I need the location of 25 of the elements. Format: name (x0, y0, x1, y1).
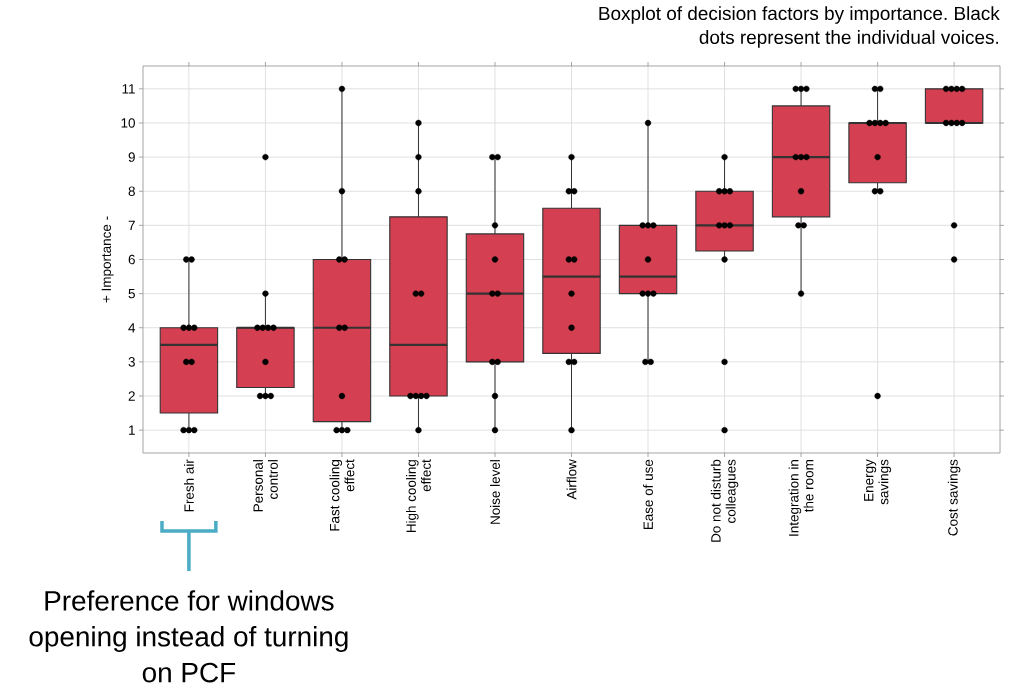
y-tick-label: 5 (128, 288, 135, 299)
x-tick-label: Energy savings (864, 459, 892, 505)
x-tick-label: Airflow (566, 459, 577, 500)
x-tick-label: Integration in the room (788, 460, 814, 536)
y-tick-label: 11 (122, 84, 135, 94)
y-axis-title: + Importance - (101, 216, 114, 303)
y-tick-label: 8 (128, 186, 135, 196)
x-tick-label: Cost savings (947, 459, 961, 536)
text: Preference for windows opening instead of turning on PCF (29, 590, 348, 683)
x-tick-label: Personal control (253, 460, 278, 512)
x-tick-label: Do not disturb colleagues (710, 459, 739, 542)
y-tick-label: 1 (129, 425, 135, 435)
y-tick-label: 10 (121, 118, 135, 128)
x-tick-label: Ease of use (643, 459, 653, 530)
y-tick-label: 6 (128, 254, 135, 265)
x-tick-label: High cooling effect (406, 459, 431, 533)
chart-title: Boxplot of decision factors by importance. Black dots represent the individual voices. (599, 6, 1000, 48)
x-tick-label: Fresh air (183, 459, 194, 512)
y-tick-label: 4 (128, 323, 136, 333)
y-tick-label: 9 (128, 152, 135, 162)
y-tick-label: 3 (128, 357, 135, 367)
x-tick-label: Noise level (490, 460, 500, 524)
x-tick-label: Fast cooling effect (329, 459, 355, 531)
y-tick-label: 7 (128, 220, 135, 230)
y-tick-label: 2 (128, 391, 135, 401)
